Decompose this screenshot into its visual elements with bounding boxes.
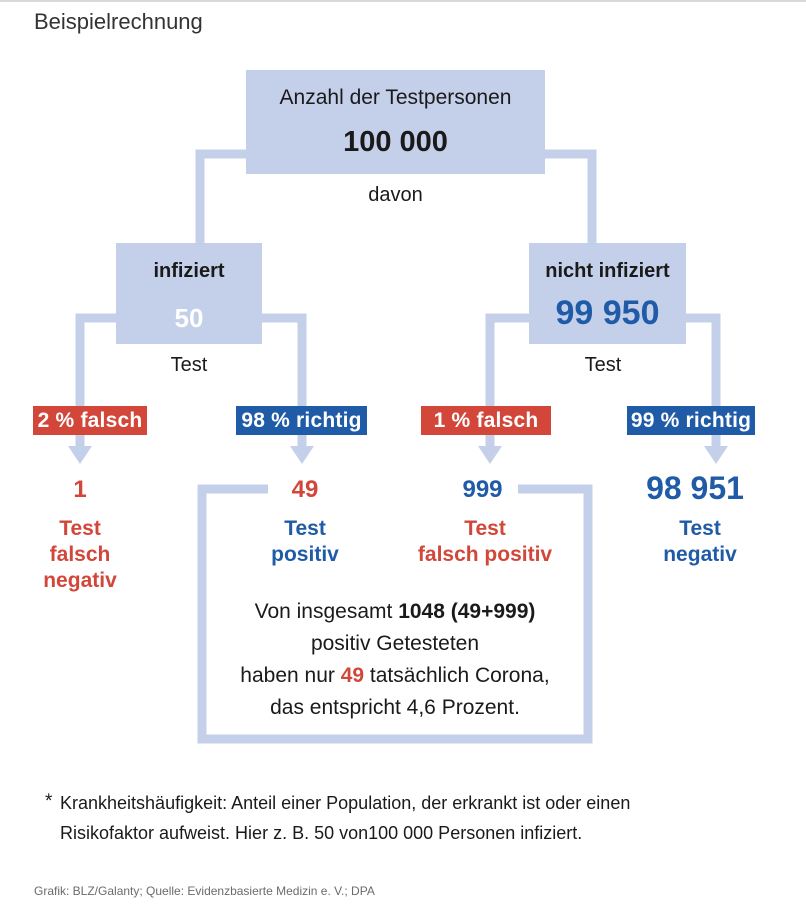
inf-true-line2: positiv (271, 543, 339, 566)
summary-frame (197, 484, 593, 744)
summary-line1-text: Von insgesamt (254, 600, 399, 623)
inf-true-value: 49 (291, 476, 319, 503)
summary-total: 1048 (49+999) (398, 600, 536, 623)
source-credit: Grafik: BLZ/Galanty; Quelle: Evidenzbasi… (34, 884, 375, 898)
not-true-line1: Test (679, 517, 721, 540)
summary-line3-text-c: tatsächlich Corona, (364, 664, 550, 687)
connector-root-right (542, 149, 597, 246)
not-true-value: 98 951 (646, 470, 744, 506)
tag-inf-true: 98 % richtig (236, 406, 367, 435)
infected-label: infiziert (153, 260, 225, 282)
footnote-line1: Krankheitshäufigkeit: Anteil einer Popul… (60, 793, 631, 813)
arrowhead-inf-right (290, 446, 314, 464)
inf-false-value: 1 (73, 476, 87, 503)
not-false-line1: Test (464, 517, 506, 540)
inf-false-line3: negativ (43, 569, 117, 592)
root-sub: davon (368, 184, 423, 206)
tag-inf-false: 2 % falsch (33, 406, 147, 435)
not-infected-test-label: Test (584, 354, 622, 376)
tag-not-true: 99 % richtig (627, 406, 755, 435)
summary-infected-count: 49 (340, 664, 365, 687)
connector-root-left (195, 149, 250, 246)
tag-not-false: 1 % falsch (421, 406, 551, 435)
inf-true-line1: Test (284, 517, 326, 540)
not-infected-label: nicht infiziert (545, 260, 670, 282)
root-label: Anzahl der Testpersonen (279, 86, 512, 109)
top-divider (0, 0, 806, 2)
arrowhead-inf-left (68, 446, 92, 464)
summary-line1: Von insgesamt 1048 (49+999) (206, 600, 584, 624)
not-true-line2: negativ (663, 543, 737, 566)
inf-false-line1: Test (59, 517, 101, 540)
not-false-value: 999 (462, 476, 503, 503)
summary-line2: positiv Getesteten (310, 632, 480, 655)
footnote-star: * (45, 791, 53, 812)
summary-line4: das entspricht 4,6 Prozent. (270, 696, 520, 719)
not-false-line2: falsch positiv (417, 543, 553, 566)
infected-test-label: Test (170, 354, 208, 376)
arrowhead-not-right (704, 446, 728, 464)
arrowhead-not-left (478, 446, 502, 464)
page-title: Beispielrechnung (34, 9, 203, 34)
not-infected-value: 99 950 (555, 294, 660, 332)
infected-box (116, 243, 262, 344)
summary-line3: haben nur 49 tatsächlich Corona, (206, 664, 584, 688)
connector-not-right (682, 313, 721, 448)
root-value: 100 000 (343, 126, 448, 158)
root-box (246, 70, 545, 174)
connector-inf-right (258, 313, 307, 448)
inf-false-line2: falsch (49, 543, 111, 566)
connector-not-left (485, 313, 532, 448)
infected-value: 50 (174, 303, 204, 333)
not-infected-box (529, 243, 686, 344)
connector-inf-left (75, 313, 120, 448)
summary-line3-text-a: haben nur (240, 664, 341, 687)
footnote-line2: Risikofaktor aufweist. Hier z. B. 50 von… (60, 823, 583, 843)
